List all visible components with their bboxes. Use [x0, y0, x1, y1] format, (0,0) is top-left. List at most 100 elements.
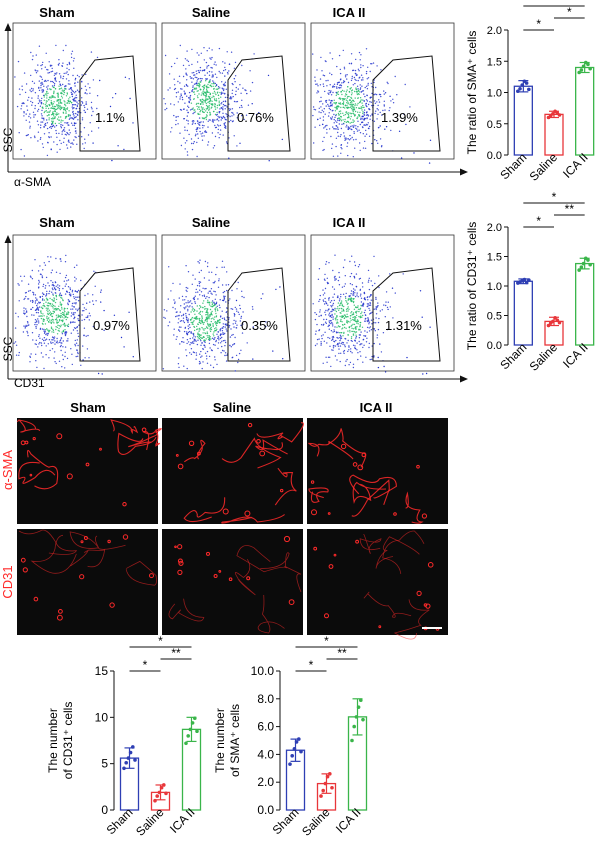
flow-cd31-event-dot	[44, 339, 47, 341]
flow-sma-event-dot	[203, 69, 206, 71]
flow-sma-event-dot	[348, 139, 351, 141]
flow-cd31-event-dot	[198, 363, 201, 365]
flow-cd31-event-dot	[376, 306, 378, 309]
flow-cd31-event-dot	[346, 319, 348, 322]
flow-sma-event-dot	[84, 138, 86, 140]
flow-cd31-event-dot	[214, 316, 216, 318]
flow-cd31-event-dot	[51, 269, 53, 271]
y-tick-label: 10	[95, 710, 109, 724]
if-cd31-fiber	[234, 558, 256, 596]
flow-cd31-event-dot	[184, 308, 186, 310]
flow-cd31-event-dot	[336, 319, 339, 321]
flow-cd31-event-dot	[223, 295, 225, 297]
flow-cd31-event-dot	[204, 308, 206, 310]
flow-cd31-event-dot	[319, 311, 321, 313]
flow-sma-event-dot	[54, 126, 56, 128]
flow-cd31-event-dot	[216, 308, 219, 310]
flow-sma-event-dot	[331, 116, 334, 118]
flow-sma-event-dot	[43, 111, 45, 114]
flow-sma-event-dot	[85, 101, 87, 103]
flow-sma-event-dot	[173, 88, 176, 91]
flow-cd31-event-dot	[180, 326, 182, 328]
flow-cd31-event-dot	[370, 319, 373, 321]
flow-sma-event-dot	[64, 122, 66, 124]
flow-sma-event-dot	[199, 69, 201, 72]
flow-cd31-event-dot	[345, 327, 347, 329]
flow-sma-event-dot	[338, 114, 341, 116]
flow-sma-event-dot	[333, 128, 335, 130]
flow-sma-event-dot	[334, 110, 337, 112]
significance-label: *	[552, 0, 557, 7]
flow-sma-event-dot	[177, 91, 179, 93]
flow-cd31-event-dot	[36, 299, 38, 301]
flow-sma-event-dot	[319, 78, 322, 80]
flow-sma-event-dot	[64, 85, 67, 87]
flow-cd31-event-dot	[213, 338, 215, 340]
flow-cd31-event-dot	[183, 303, 185, 305]
flow-sma-event-dot	[85, 89, 88, 91]
flow-sma-event-dot	[63, 93, 65, 96]
flow-cd31-event-dot	[222, 333, 224, 335]
flow-sma-event-dot	[322, 74, 324, 76]
flow-cd31-event-dot	[61, 354, 64, 356]
flow-cd31-gated-dot	[422, 373, 424, 375]
flow-cd31-event-dot	[190, 332, 192, 334]
flow-sma-event-dot	[316, 92, 318, 94]
flow-cd31-event-dot	[223, 317, 225, 319]
flow-sma-event-dot	[224, 122, 226, 124]
flow-cd31-event-dot	[333, 299, 335, 302]
flow-cd31-event-dot	[49, 349, 51, 352]
flow-cd31-event-dot	[74, 345, 77, 347]
flow-sma-event-dot	[343, 66, 346, 69]
flow-cd31-event-dot	[73, 306, 76, 308]
flow-sma-event-dot	[181, 98, 184, 101]
flow-sma-event-dot	[189, 96, 191, 98]
flow-cd31-event-dot	[226, 271, 228, 273]
flow-sma-event-dot	[191, 48, 193, 51]
flow-sma-event-dot	[313, 142, 315, 144]
flow-sma-event-dot	[166, 107, 168, 110]
if-cd31-vessel	[288, 599, 295, 605]
flow-cd31-event-dot	[40, 312, 42, 314]
flow-sma-event-dot	[81, 117, 84, 119]
flow-sma-event-dot	[58, 122, 60, 125]
flow-sma-gated-dot	[400, 157, 403, 159]
flow-sma-event-dot	[205, 94, 208, 96]
flow-cd31-event-dot	[182, 320, 185, 322]
flow-sma-event-dot	[23, 102, 25, 105]
flow-cd31-event-dot	[52, 293, 54, 295]
flow-cd31-event-dot	[211, 300, 214, 302]
flow-sma-event-dot	[42, 117, 44, 120]
flow-cd31-event-dot	[198, 319, 201, 322]
if-sma-fiber	[221, 437, 282, 469]
flow-sma-event-dot	[203, 99, 205, 102]
flow-cd31-event-dot	[215, 327, 217, 329]
flow-cd31-event-dot	[50, 327, 53, 330]
flow-cd31-event-dot	[45, 294, 48, 296]
flow-sma-event-dot	[183, 90, 185, 92]
if-cd31-vessel	[109, 602, 115, 608]
flow-sma-event-dot	[351, 77, 353, 80]
flow-cd31-event-dot	[340, 300, 343, 302]
flow-cd31-gated-dot	[113, 314, 116, 316]
flow-sma-event-dot	[233, 135, 235, 137]
flow-sma-event-dot	[409, 106, 411, 108]
flow-cd31-event-dot	[207, 336, 209, 339]
flow-sma-percent-sham: 1.1%	[95, 110, 125, 125]
if-cd31-fiber	[257, 594, 285, 634]
flow-sma-event-dot	[340, 106, 342, 109]
flow-sma-gated-dot	[225, 127, 227, 129]
flow-sma-event-dot	[234, 61, 237, 64]
flow-cd31-event-dot	[204, 341, 206, 344]
flow-cd31-event-dot	[206, 308, 209, 310]
flow-cd31-event-dot	[209, 330, 212, 333]
flow-sma-event-dot	[216, 111, 218, 114]
data-point	[555, 318, 560, 323]
flow-cd31-event-dot	[366, 337, 368, 339]
flow-sma-event-dot	[174, 87, 177, 90]
flow-cd31-event-dot	[59, 315, 61, 317]
flow-cd31-event-dot	[341, 316, 344, 319]
flow-cd31-event-dot	[87, 315, 89, 317]
flow-sma-event-dot	[363, 93, 365, 95]
flow-sma-event-dot	[341, 89, 344, 92]
